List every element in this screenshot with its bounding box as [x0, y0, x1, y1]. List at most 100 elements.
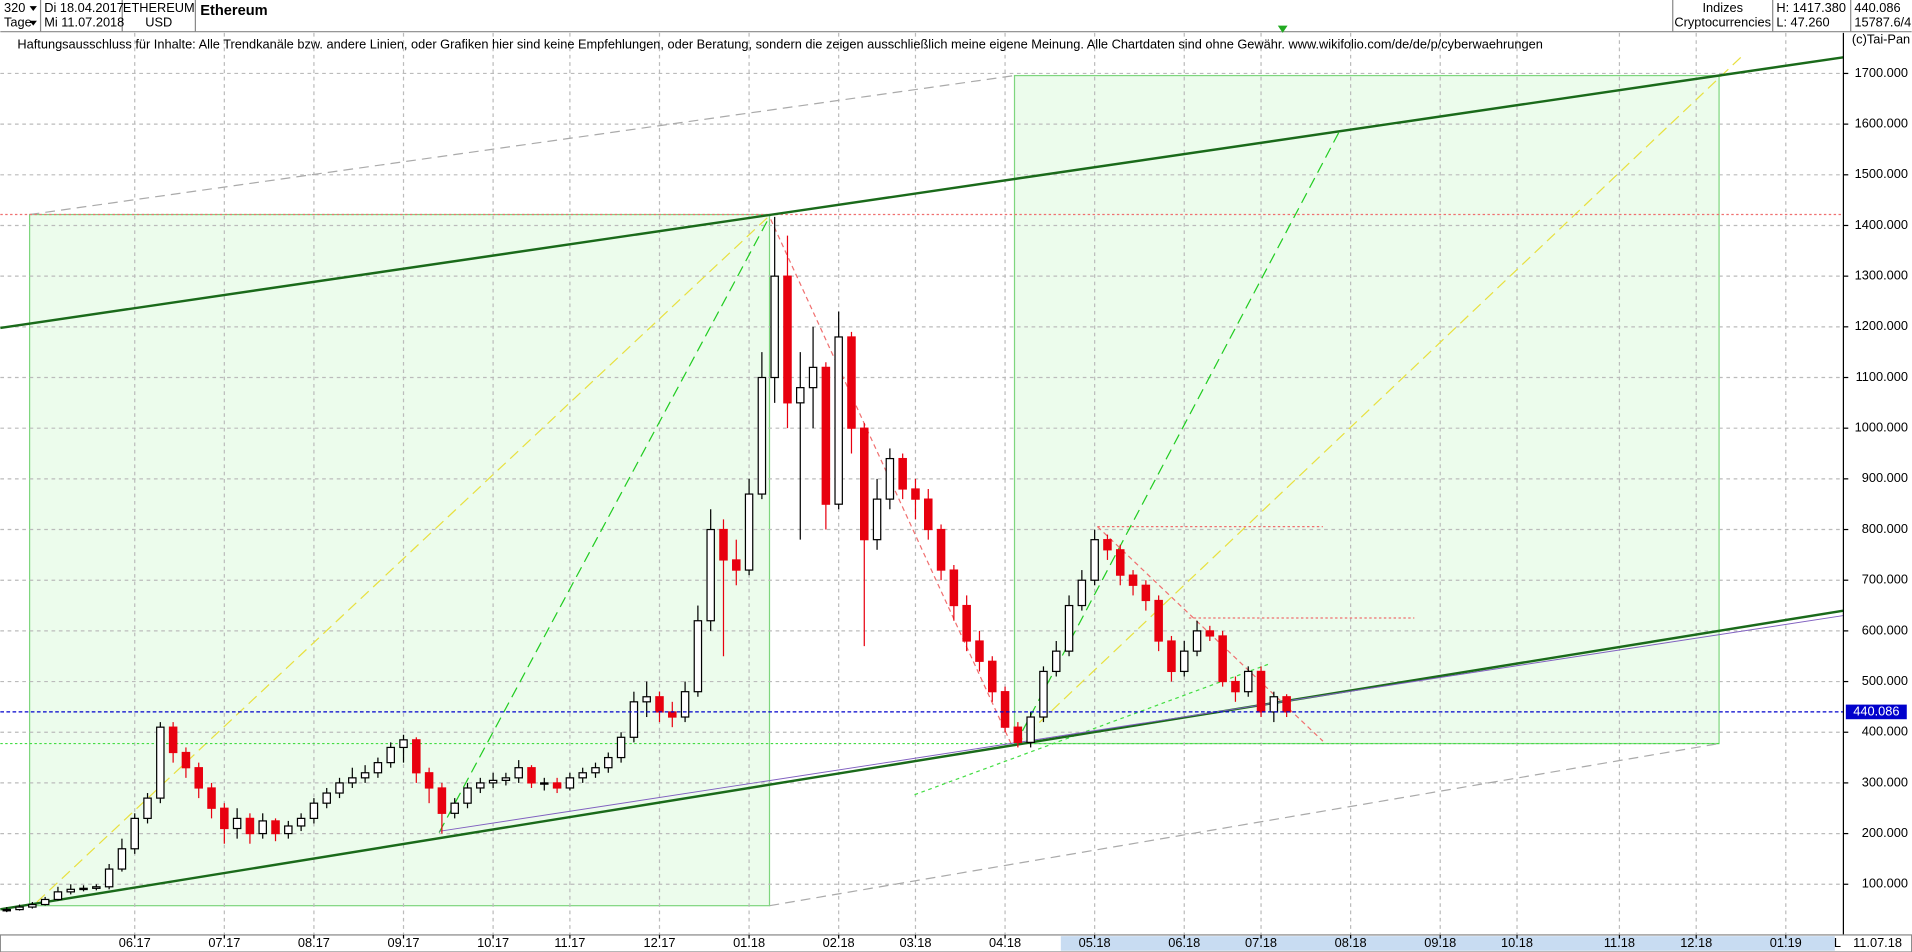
candle-body [360, 772, 370, 779]
candle-body [936, 528, 946, 571]
candle-body [296, 817, 306, 827]
candle-body [565, 777, 575, 789]
candle-body [271, 820, 280, 835]
dropdown-icon[interactable] [29, 20, 37, 26]
y-tick-label: 200.000 [1862, 825, 1908, 840]
candle-body [79, 887, 88, 891]
candle-body [1192, 630, 1202, 652]
candle-body [680, 691, 690, 718]
y-tick-label: 800.000 [1862, 521, 1908, 536]
y-tick-label: 400.000 [1862, 724, 1908, 739]
zone [1013, 74, 1720, 745]
candle-body [642, 696, 651, 703]
candle-body [706, 528, 715, 622]
currency: USD [145, 15, 172, 30]
candle-body [540, 782, 549, 785]
candle-body [92, 886, 101, 889]
candle-body [143, 797, 152, 819]
end-date: 11.07.18 [1853, 935, 1902, 950]
candle-body [424, 772, 434, 789]
x-tick-label: 10.18 [1501, 935, 1533, 950]
candle-body [1282, 696, 1291, 713]
x-tick-label: 12.17 [643, 935, 675, 950]
x-tick-label: 09.17 [388, 935, 420, 950]
channel-line [0, 56, 1844, 330]
candle-body [53, 891, 63, 901]
candle-body [450, 802, 459, 814]
candle-body [399, 739, 408, 749]
y-tick-label: 1500.000 [1855, 166, 1908, 181]
dropdown-icon[interactable] [29, 6, 37, 11]
channel-line [0, 609, 1844, 911]
trend-line [29, 74, 1015, 216]
candle-body [796, 387, 805, 404]
candle-body [15, 906, 24, 911]
x-tick-label: 06.17 [119, 935, 151, 950]
volume: 15787.6/4 [1854, 15, 1911, 30]
x-tick-label: 08.18 [1335, 935, 1367, 950]
candle-body [28, 903, 37, 908]
candle-body [386, 746, 395, 764]
y-tick-label: 500.000 [1862, 673, 1908, 688]
y-tick-label: 1400.000 [1855, 217, 1908, 232]
symbol: ETHEREUM [123, 0, 195, 15]
candle-body [975, 640, 984, 662]
candle-body [719, 528, 728, 561]
candle-body [514, 767, 523, 779]
marker [1277, 25, 1288, 33]
candle-body [860, 427, 869, 541]
x-tick-label: 01.19 [1770, 935, 1802, 950]
candles [0, 216, 1844, 913]
candle-body [1243, 670, 1253, 693]
candle-body [693, 620, 703, 693]
x-tick-label: 12.18 [1680, 935, 1712, 950]
candle-body [1103, 539, 1112, 551]
candle-body [1231, 680, 1240, 693]
candle-body [1128, 574, 1138, 586]
candle-body [898, 457, 907, 490]
candle-body [1179, 650, 1189, 673]
zone [28, 213, 771, 907]
unit[interactable]: Tage [4, 15, 32, 30]
y-tick-label: 1600.000 [1855, 116, 1908, 131]
x-tick-label: 07.17 [208, 935, 240, 950]
trend-line [1013, 127, 1342, 747]
last: 440.086 [1854, 0, 1900, 15]
annotations [0, 54, 1844, 911]
scale-mode[interactable]: L [1834, 935, 1841, 950]
period[interactable]: 320 [4, 0, 25, 15]
selection [1060, 936, 1835, 951]
y-tick-label: 1200.000 [1855, 318, 1908, 333]
candle-body [232, 817, 242, 830]
y-tick-label: 600.000 [1862, 622, 1908, 637]
candle-body [552, 782, 562, 789]
candle-body [911, 488, 920, 500]
y-tick-label: 100.000 [1862, 876, 1908, 891]
candle-body [987, 660, 997, 693]
candle-body [1051, 650, 1061, 673]
last-price-box [1845, 704, 1907, 720]
disclaimer: Haftungsausschluss für Inhalte: Alle Tre… [17, 36, 1542, 51]
to-date: Mi 11.07.2018 [44, 15, 124, 30]
candle-body [437, 787, 447, 814]
y-tick-label: 300.000 [1862, 774, 1908, 789]
candle-body [156, 726, 165, 799]
from-date: Di 18.04.2017 [44, 0, 124, 15]
candle-body [130, 817, 139, 850]
candle-body [872, 498, 882, 541]
candle-body [821, 366, 831, 505]
grid [0, 32, 1844, 935]
candle-body [117, 848, 127, 870]
candle-body [2, 908, 12, 912]
candle-body [885, 457, 895, 500]
candle-body [1141, 584, 1151, 602]
header-bar [0, 0, 1912, 32]
x-tick-label: 07.18 [1245, 935, 1277, 950]
candle-body [463, 787, 472, 804]
candle-body [1256, 670, 1266, 713]
trend-line [36, 214, 772, 903]
x-tick-label: 11.17 [554, 935, 585, 950]
